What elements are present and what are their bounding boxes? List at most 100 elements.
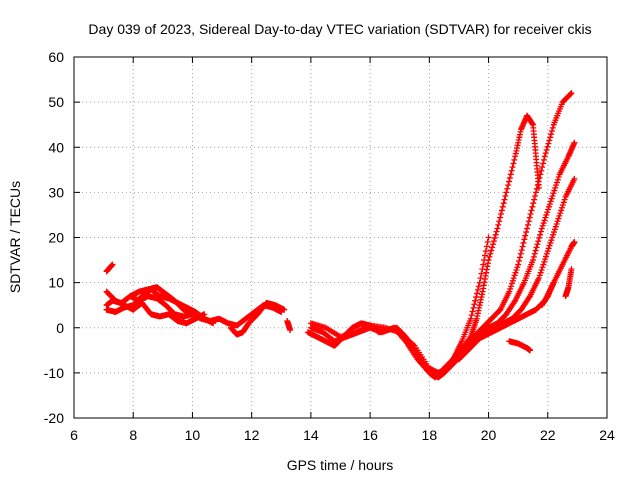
data-point	[498, 207, 505, 214]
data-point	[504, 185, 511, 192]
series-track-16	[562, 266, 575, 300]
data-point	[477, 275, 484, 282]
data-point	[537, 171, 544, 178]
data-point	[535, 275, 542, 282]
data-point	[189, 311, 196, 318]
data-point	[488, 247, 495, 254]
data-point	[512, 269, 519, 276]
data-point	[516, 257, 523, 264]
data-point	[558, 207, 565, 214]
data-point	[536, 272, 543, 279]
data-point	[544, 209, 551, 216]
data-point	[546, 242, 553, 249]
data-point	[472, 297, 479, 304]
data-point	[553, 182, 560, 189]
data-point	[523, 229, 530, 236]
data-point	[525, 218, 532, 225]
data-point	[545, 245, 552, 252]
data-point	[542, 150, 549, 157]
data-point	[526, 214, 533, 221]
data-point	[554, 176, 561, 183]
data-point	[553, 179, 560, 186]
data-point	[487, 250, 494, 257]
series-track-7	[284, 317, 294, 334]
data-point	[536, 174, 543, 181]
data-point	[530, 253, 537, 260]
data-point	[559, 202, 566, 209]
data-point	[491, 234, 498, 241]
y-tick-label: 0	[56, 320, 64, 336]
data-point	[515, 261, 522, 268]
data-point	[519, 243, 526, 250]
data-point	[480, 261, 487, 268]
data-point	[527, 211, 534, 218]
x-tick-label: 8	[129, 427, 137, 443]
data-point	[506, 174, 513, 181]
data-point	[469, 308, 476, 315]
data-point	[548, 128, 555, 135]
data-point	[506, 288, 513, 295]
data-point	[494, 225, 501, 232]
data-point	[549, 192, 556, 199]
data-point	[527, 347, 534, 354]
x-axis-ticks: 6 8 10 12 14 16 18 20 22 24	[70, 57, 615, 443]
data-point	[555, 174, 562, 181]
data-point	[475, 283, 482, 290]
data-point	[478, 270, 485, 277]
data-point	[518, 247, 525, 254]
series-track-14	[506, 338, 534, 354]
data-point	[524, 221, 531, 228]
data-point	[571, 139, 578, 146]
y-tick-label: -10	[44, 365, 64, 381]
data-point	[508, 280, 515, 287]
data-point	[511, 272, 518, 279]
data-point	[507, 171, 514, 178]
data-point	[549, 234, 556, 241]
data-point	[571, 175, 578, 182]
data-point	[544, 248, 551, 255]
data-point	[493, 228, 500, 235]
data-point	[517, 250, 524, 257]
data-point	[535, 178, 542, 185]
data-point	[514, 264, 521, 271]
data-point	[532, 192, 539, 199]
data-points	[103, 90, 578, 381]
x-tick-label: 16	[362, 427, 378, 443]
data-point	[553, 220, 560, 227]
data-point	[571, 239, 578, 246]
data-point	[542, 214, 549, 221]
data-point	[534, 182, 541, 189]
data-point	[474, 290, 481, 297]
data-point	[533, 244, 540, 251]
data-point	[540, 220, 547, 227]
data-point	[501, 196, 508, 203]
data-point	[109, 261, 116, 268]
data-point	[492, 231, 499, 238]
data-point	[536, 234, 543, 241]
data-point	[534, 241, 541, 248]
data-point	[531, 196, 538, 203]
data-point	[468, 312, 475, 319]
data-point	[505, 182, 512, 189]
data-point	[516, 254, 523, 261]
data-point	[552, 223, 559, 230]
y-tick-label: 40	[48, 139, 64, 155]
chart-title: Day 039 of 2023, Sidereal Day-to-day VTE…	[88, 21, 591, 37]
data-point	[499, 203, 506, 210]
series-track-4	[127, 284, 196, 318]
data-point	[502, 192, 509, 199]
data-point	[532, 247, 539, 254]
data-point	[541, 258, 548, 265]
data-point	[470, 304, 477, 311]
data-point	[552, 184, 559, 191]
x-tick-label: 18	[422, 427, 438, 443]
data-point	[474, 286, 481, 293]
data-point	[521, 236, 528, 243]
data-point	[505, 178, 512, 185]
data-point	[540, 261, 547, 268]
data-point	[545, 206, 552, 213]
data-point	[529, 257, 536, 264]
y-tick-label: -20	[44, 410, 64, 426]
data-point	[483, 243, 490, 250]
series-track-5	[103, 261, 116, 275]
